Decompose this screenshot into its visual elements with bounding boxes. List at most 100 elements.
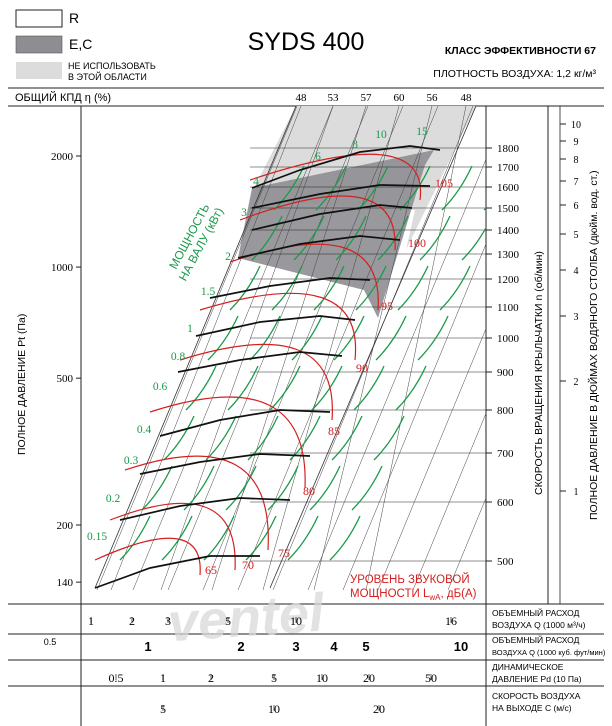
speed-curve xyxy=(139,453,311,475)
sound-label: 100 xyxy=(408,236,426,250)
power-curve xyxy=(397,265,429,311)
power-label: 0.4 xyxy=(137,424,152,436)
power-curve xyxy=(419,215,451,261)
speed-tick-label: 1100 xyxy=(497,302,519,314)
bottom-tick-label: 5 xyxy=(271,671,277,685)
ylabel-right-inwg: ПОЛНОЕ ДАВЛЕНИЕ В ДЮЙМАХ ВОДЯНОГО СТОЛБА… xyxy=(587,170,600,520)
speed-curve xyxy=(251,204,413,231)
sound-curve xyxy=(179,343,333,421)
ylabel-right-speed: СКОРОСТЬ ВРАЩЕНИЯ КРЫЛЬЧАТКИ n (об/мин) xyxy=(533,251,545,495)
power-curve xyxy=(271,265,303,311)
bottom-tick-label: 4 xyxy=(330,639,338,654)
power-label: 15 xyxy=(416,126,428,138)
efficiency-line xyxy=(160,106,334,591)
power-label: 4 xyxy=(253,176,259,188)
power-curve xyxy=(207,315,239,361)
power-curve xyxy=(161,515,193,561)
bottom-tick-label: 2 xyxy=(129,614,135,628)
power-curve xyxy=(351,465,383,511)
bottom-tick-label: 20 xyxy=(373,702,385,716)
power-curve xyxy=(163,415,195,461)
power-label: 10 xyxy=(375,129,387,141)
efficiency-tick-label: 57 xyxy=(361,92,373,104)
bottom-tick-label: 2 xyxy=(208,671,214,685)
chart-title: SYDS 400 xyxy=(248,28,365,56)
bottom-tick-label: 10 xyxy=(290,614,302,628)
power-curve xyxy=(309,465,341,511)
ec-region xyxy=(238,150,434,318)
speed-curve xyxy=(177,351,343,373)
inwg-tick-label: 3 xyxy=(574,312,579,323)
frame xyxy=(8,87,604,726)
speed-tick-label: 1300 xyxy=(497,249,520,261)
inwg-tick-label: 8 xyxy=(574,155,579,166)
bottom-tick-label: 10 xyxy=(454,639,468,654)
power-curve xyxy=(355,265,387,311)
system-line xyxy=(447,497,486,591)
efficiency-tick-label: 56 xyxy=(427,92,439,104)
speed-tick-label: 1200 xyxy=(497,274,520,286)
power-labels: 15 10 8 6 4 3 2 1.5 1 0.8 0.6 0.4 0.3 0.2 0.15 xyxy=(87,126,428,543)
efficiency-tick-label: 48 xyxy=(461,92,473,104)
legend-swatch-ec xyxy=(15,35,63,54)
efficiency-class: КЛАСС ЭФФЕКТИВНОСТИ 67 xyxy=(445,45,596,57)
power-curve xyxy=(329,515,361,561)
power-label: 0.2 xyxy=(106,493,121,505)
axis-q-cfm-label: ОБЪЕМНЫЙ РАСХОД xyxy=(492,634,580,645)
axis-pd-label: ДИНАМИЧЕСКОЕ xyxy=(492,662,564,672)
axis-c-label: СКОРОСТЬ ВОЗДУХА xyxy=(492,691,581,701)
power-curve xyxy=(245,515,277,561)
power-curve xyxy=(375,315,407,361)
shaded-regions xyxy=(238,106,476,318)
system-line xyxy=(412,412,486,591)
power-label: 0.15 xyxy=(87,531,107,543)
power-label: 1 xyxy=(187,323,193,335)
power-curve xyxy=(247,415,279,461)
axis-q-m3h-label: ОБЪЕМНЫЙ РАСХОД xyxy=(492,607,580,618)
power-label: 0.8 xyxy=(171,351,186,363)
efficiency-line xyxy=(110,106,302,591)
power-curve xyxy=(141,465,173,511)
power-curve xyxy=(373,415,405,461)
sound-curve xyxy=(109,502,236,571)
bottom-scales: 1 2 3 5 10 160.5 1 2 3 4 5 100.5 1 2 5 10 20 505 10 20 xyxy=(44,614,468,716)
left-tick-label: 2000 xyxy=(51,151,74,163)
power-curve xyxy=(461,226,486,261)
speed-tick-label: 1700 xyxy=(497,162,520,174)
efficiency-line xyxy=(211,106,367,591)
sound-label: 90 xyxy=(356,361,368,375)
power-curve xyxy=(333,315,365,361)
power-curve xyxy=(293,215,325,261)
inwg-ticks: 10 9 8 7 6 5 4 3 2 1 xyxy=(559,106,581,604)
speed-curve xyxy=(195,315,356,337)
speed-tick-label: 1400 xyxy=(497,225,520,237)
bottom-tick-label: 3 xyxy=(165,614,171,628)
system-line xyxy=(237,106,439,591)
bottom-tick-label: 2 xyxy=(237,639,244,654)
bottom-tick-label: 10 xyxy=(268,702,280,716)
bottom-tick-label: 0.5 xyxy=(44,637,57,647)
power-curve xyxy=(311,365,343,411)
sound-axis-label-2: МОЩНОСТИ LwA, дБ(А) xyxy=(350,588,477,602)
sound-labels: 105 100 95 90 85 80 75 70 65 xyxy=(205,176,453,577)
axis-c-label-2: НА ВЫХОДЕ C (м/с) xyxy=(492,703,572,713)
power-curve xyxy=(251,215,283,261)
power-curve xyxy=(225,465,257,511)
axis-q-cfm-label-2: ВОЗДУХА Q (1000 куб. фут/мин) xyxy=(492,648,606,657)
efficiency-label: ОБЩИЙ КПД η (%) xyxy=(15,91,111,104)
bottom-tick-label: 3 xyxy=(292,639,299,654)
speed-curve xyxy=(94,555,260,589)
power-curve xyxy=(357,165,389,211)
power-curve xyxy=(229,265,261,311)
legend-label-r: R xyxy=(69,10,79,26)
power-curve xyxy=(185,365,217,411)
bottom-tick-label: 10 xyxy=(316,671,328,685)
speed-curves xyxy=(94,145,441,589)
legend-label-avoid: НЕ ИСПОЛЬЗОВАТЬ В ЭТОЙ ОБЛАСТИ xyxy=(68,61,156,82)
power-curve xyxy=(439,265,471,311)
speed-tick-label: 1000 xyxy=(497,333,520,345)
power-curve xyxy=(269,365,301,411)
power-curve xyxy=(183,465,215,511)
power-curve xyxy=(203,515,235,561)
